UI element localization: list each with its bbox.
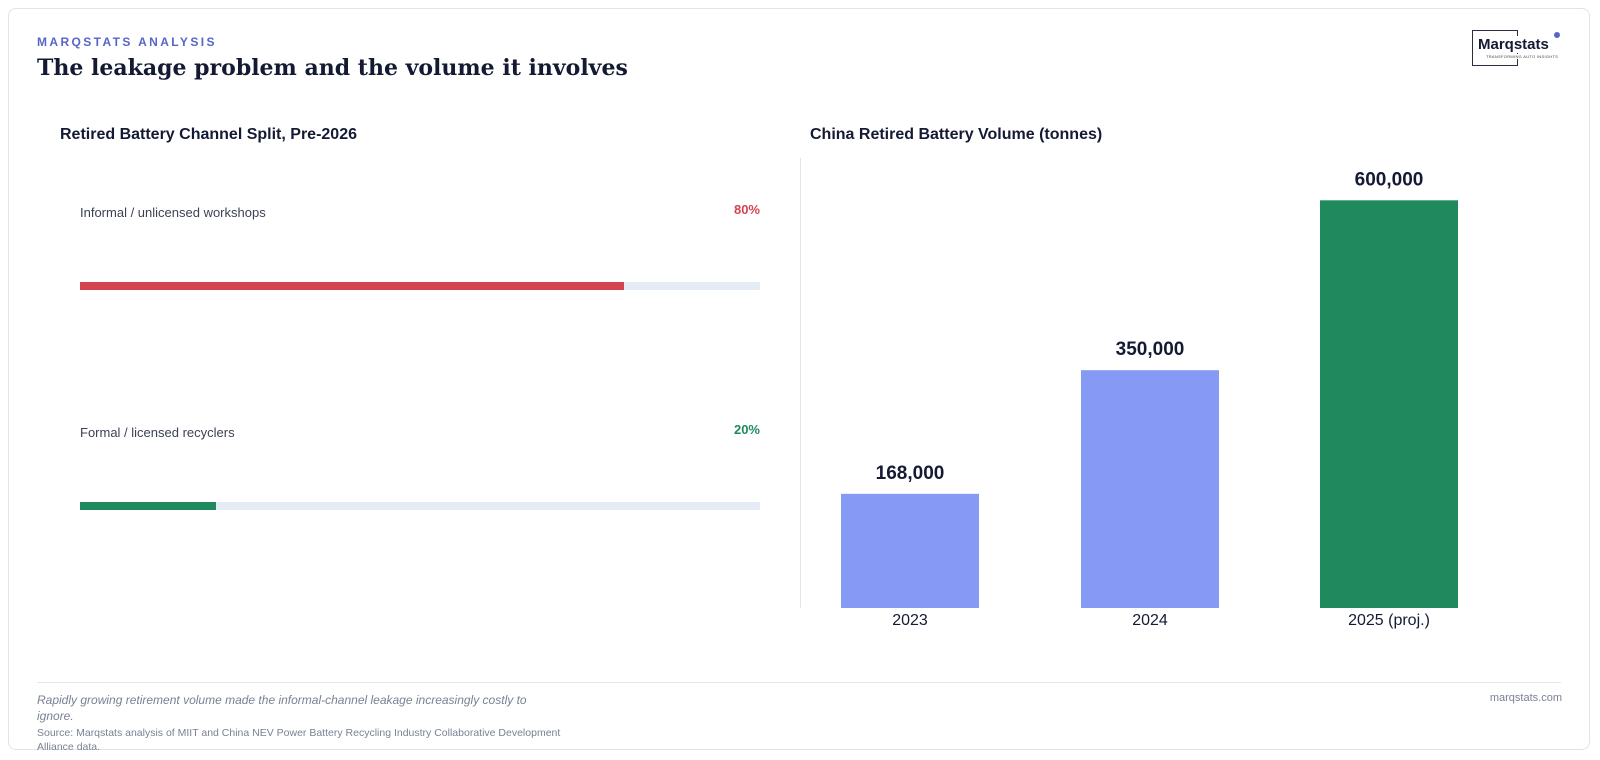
volume-category-label: 2023 xyxy=(892,612,928,629)
logo-tagline: TRANSFORMING AUTO INSIGHTS xyxy=(1486,54,1559,59)
eyebrow-label: MARQSTATS ANALYSIS xyxy=(37,35,217,49)
volume-value-label: 168,000 xyxy=(876,463,945,484)
volume-bar-2023 xyxy=(841,493,979,608)
footer-divider xyxy=(37,682,1561,683)
volume-value-label: 600,000 xyxy=(1355,169,1424,190)
volume-chart-title: China Retired Battery Volume (tonnes) xyxy=(810,126,1103,143)
page-title: The leakage problem and the volume it in… xyxy=(37,55,628,81)
informal-channel-value: 80% xyxy=(733,202,760,217)
footer-site-link[interactable]: marqstats.com xyxy=(1489,692,1562,704)
volume-category-label: 2024 xyxy=(1132,612,1168,629)
logo-dot-icon xyxy=(1554,32,1560,38)
informal-channel-label: Informal / unlicensed workshops xyxy=(80,205,266,220)
volume-value-label: 350,000 xyxy=(1116,339,1185,360)
formal-channel-label: Formal / licensed recyclers xyxy=(80,425,235,440)
footer-source: Source: Marqstats analysis of MIIT and C… xyxy=(37,727,561,753)
marqstats-logo: Marqstats TRANSFORMING AUTO INSIGHTS xyxy=(1472,30,1564,68)
volume-category-label: 2025 (proj.) xyxy=(1348,612,1430,629)
formal-channel-bar xyxy=(80,502,216,510)
volume-bar-2024 xyxy=(1081,370,1219,608)
informal-channel-bar xyxy=(80,282,624,290)
informal-channel-track xyxy=(80,282,760,290)
panel-divider xyxy=(800,158,801,608)
footer-note: Rapidly growing retirement volume made t… xyxy=(37,693,527,723)
channel-split-title: Retired Battery Channel Split, Pre-2026 xyxy=(60,126,357,143)
formal-channel-value: 20% xyxy=(733,422,760,437)
volume-bar-2025-proj xyxy=(1320,200,1458,609)
formal-channel-track xyxy=(80,502,760,510)
logo-wordmark: Marqstats xyxy=(1476,36,1551,53)
